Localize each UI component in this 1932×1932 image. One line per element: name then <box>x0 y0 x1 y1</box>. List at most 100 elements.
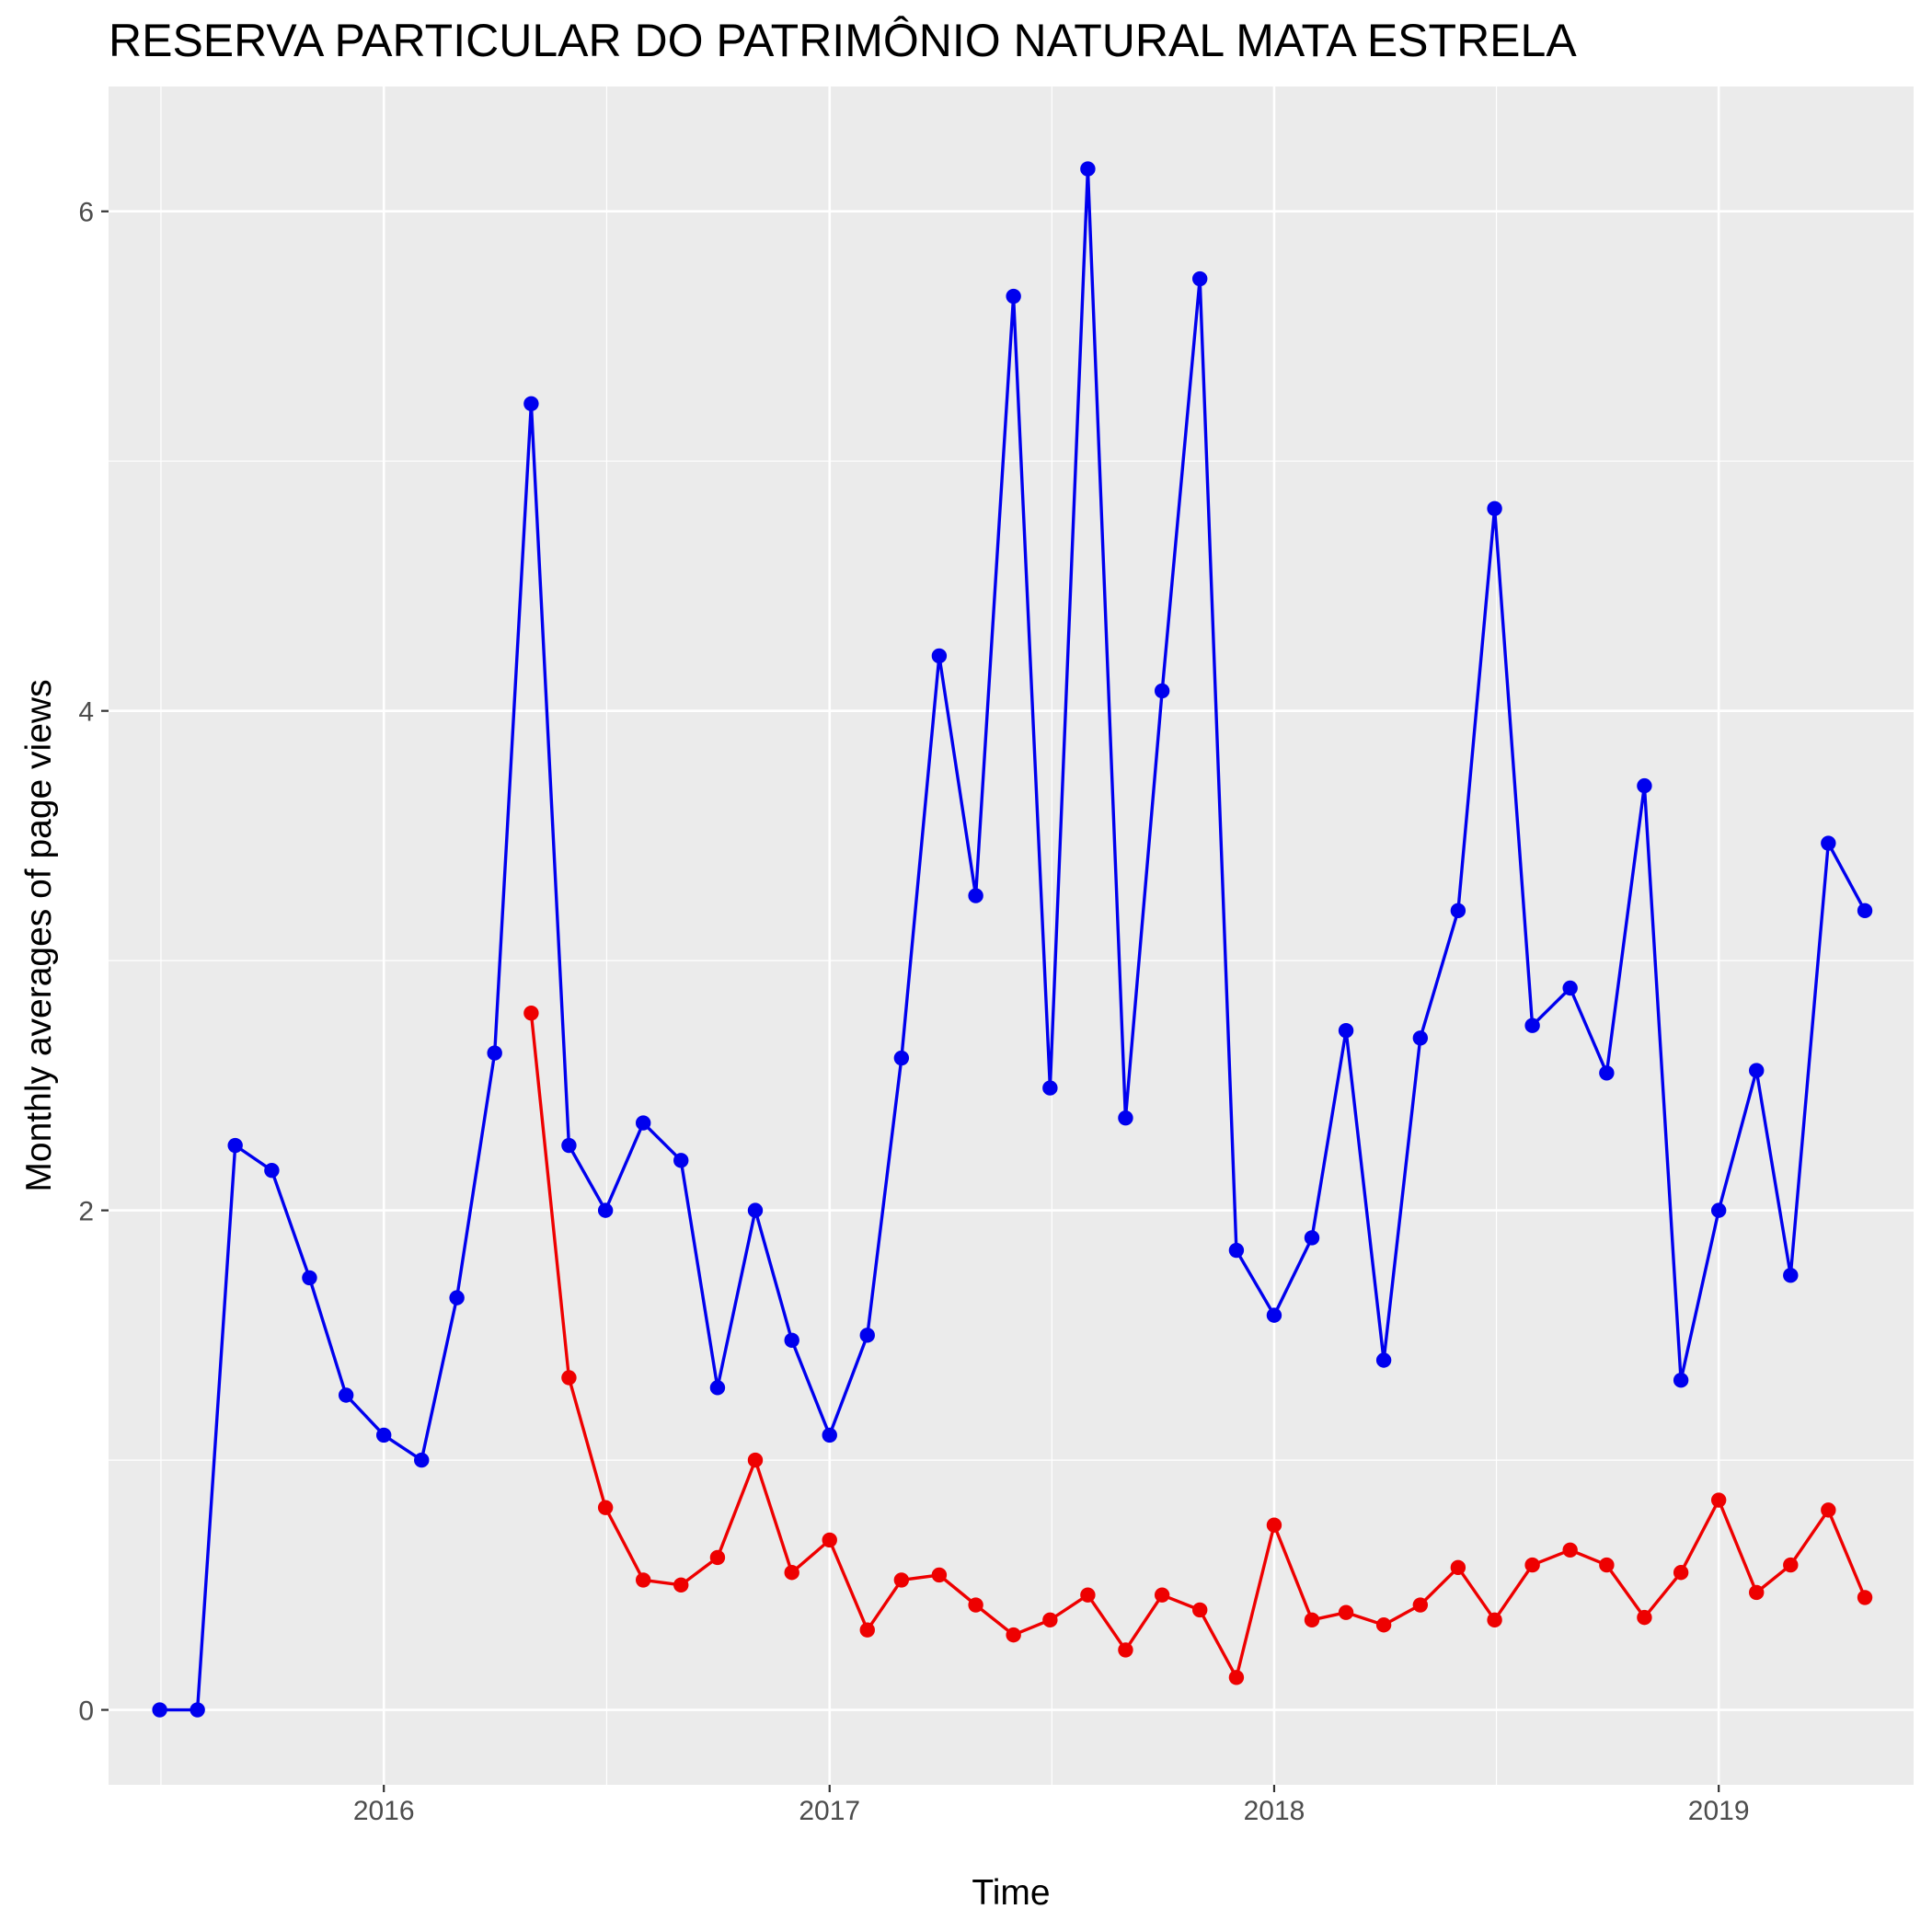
series-1-point-11 <box>931 1567 948 1583</box>
series-1-point-14 <box>1042 1612 1058 1628</box>
series-1-point-3 <box>635 1572 651 1588</box>
series-1-point-27 <box>1524 1557 1540 1573</box>
series-0-point-40 <box>1637 777 1652 794</box>
series-0-point-2 <box>227 1137 243 1154</box>
series-1-point-21 <box>1304 1612 1320 1628</box>
series-0-point-45 <box>1821 835 1836 851</box>
series-1-point-7 <box>784 1565 799 1581</box>
series-1-point-35 <box>1821 1502 1836 1518</box>
series-0-point-16 <box>747 1202 764 1218</box>
series-1-point-0 <box>523 1005 539 1021</box>
series-1-point-10 <box>893 1572 910 1588</box>
series-0-point-24 <box>1042 1080 1058 1096</box>
series-1-point-33 <box>1749 1584 1765 1601</box>
series-1-point-1 <box>561 1370 577 1386</box>
y-tick-label-1: 2 <box>78 1197 94 1227</box>
series-1-point-23 <box>1375 1617 1392 1633</box>
y-tick-label-0: 0 <box>78 1696 94 1727</box>
series-0-point-25 <box>1080 161 1096 177</box>
series-0-point-10 <box>523 396 539 411</box>
series-0-point-30 <box>1266 1307 1282 1323</box>
series-0-point-31 <box>1304 1230 1320 1246</box>
series-0-point-36 <box>1487 500 1502 516</box>
series-0-point-15 <box>709 1380 726 1396</box>
series-1-point-8 <box>822 1532 837 1548</box>
series-1-point-26 <box>1487 1612 1502 1628</box>
series-0-point-33 <box>1375 1352 1392 1368</box>
series-0-point-22 <box>968 888 983 903</box>
y-tick-label-3: 6 <box>78 198 94 228</box>
y-tick-label-2: 4 <box>78 697 94 728</box>
x-tick-label-2: 2018 <box>1244 1796 1305 1826</box>
series-0-point-41 <box>1673 1373 1689 1388</box>
series-1-point-15 <box>1080 1587 1096 1603</box>
series-1-point-2 <box>597 1500 614 1515</box>
series-1-point-13 <box>1006 1627 1021 1643</box>
series-1-point-18 <box>1192 1602 1208 1618</box>
series-0-point-21 <box>931 648 948 664</box>
series-0-point-37 <box>1524 1018 1540 1033</box>
series-1-point-32 <box>1710 1492 1727 1508</box>
series-0-point-27 <box>1154 683 1170 699</box>
series-0-point-8 <box>449 1290 465 1305</box>
series-0-point-39 <box>1599 1065 1615 1081</box>
x-tick-label-3: 2019 <box>1688 1796 1750 1826</box>
series-1-point-29 <box>1599 1557 1615 1573</box>
series-0-point-13 <box>635 1115 651 1131</box>
axis-tick-labels: 2016 2017 2018 2019 0 2 4 6 <box>78 198 1749 1826</box>
series-0-point-29 <box>1228 1242 1245 1259</box>
series-1-point-20 <box>1266 1517 1282 1533</box>
series-0-point-1 <box>190 1702 205 1718</box>
series-1-point-30 <box>1637 1609 1652 1626</box>
series-0-point-43 <box>1749 1063 1765 1078</box>
series-0-point-32 <box>1338 1022 1354 1039</box>
minor-gridlines <box>109 86 1914 1785</box>
series-0-point-17 <box>784 1332 799 1348</box>
series-1-point-5 <box>709 1549 726 1566</box>
series-0-point-7 <box>414 1452 430 1468</box>
series-0-point-4 <box>302 1270 317 1286</box>
series-0-point-34 <box>1412 1030 1429 1046</box>
series-0-point-19 <box>859 1328 875 1343</box>
series-1-point-4 <box>673 1577 689 1593</box>
plot-panel <box>109 86 1914 1785</box>
axis-ticks <box>101 210 1720 1792</box>
series-1-point-22 <box>1338 1604 1354 1620</box>
series-1-point-34 <box>1783 1557 1799 1573</box>
series-0-point-12 <box>597 1202 614 1218</box>
series-1-point-25 <box>1450 1559 1466 1576</box>
series-1-point-12 <box>968 1597 983 1613</box>
y-axis-title: Monthly averages of page views <box>19 679 59 1191</box>
series-0-point-44 <box>1783 1268 1799 1283</box>
series-0-point-38 <box>1562 980 1578 996</box>
series-1-point-9 <box>859 1622 875 1638</box>
series-0-point-46 <box>1857 903 1873 919</box>
series-1-point-24 <box>1412 1597 1429 1613</box>
series-0-point-35 <box>1450 903 1466 919</box>
series-1-point-31 <box>1673 1565 1689 1581</box>
chart-title: RESERVA PARTICULAR DO PATRIMÔNIO NATURAL… <box>109 15 1577 66</box>
series-0-point-28 <box>1192 270 1208 287</box>
series-1-point-17 <box>1154 1587 1170 1603</box>
series-0-point-42 <box>1710 1202 1727 1218</box>
series-1-point-19 <box>1228 1670 1245 1685</box>
series-0-point-5 <box>338 1387 354 1403</box>
series-0-point-0 <box>152 1702 167 1718</box>
series-1-point-6 <box>747 1452 764 1468</box>
series-layer <box>152 161 1873 1718</box>
series-0-point-14 <box>673 1153 689 1168</box>
series-0-point-18 <box>822 1427 837 1443</box>
series-0-point-9 <box>487 1045 502 1061</box>
x-axis-title: Time <box>972 1873 1050 1913</box>
series-0-point-26 <box>1118 1110 1133 1126</box>
series-0-point-20 <box>893 1050 910 1066</box>
x-tick-label-1: 2017 <box>799 1796 860 1826</box>
series-0-point-11 <box>561 1137 577 1154</box>
series-1-point-36 <box>1857 1590 1873 1605</box>
series-1-point-28 <box>1562 1542 1578 1558</box>
series-1-point-16 <box>1118 1642 1133 1658</box>
x-tick-label-0: 2016 <box>353 1796 415 1826</box>
series-0-point-6 <box>375 1427 392 1443</box>
series-0-point-23 <box>1006 288 1021 305</box>
